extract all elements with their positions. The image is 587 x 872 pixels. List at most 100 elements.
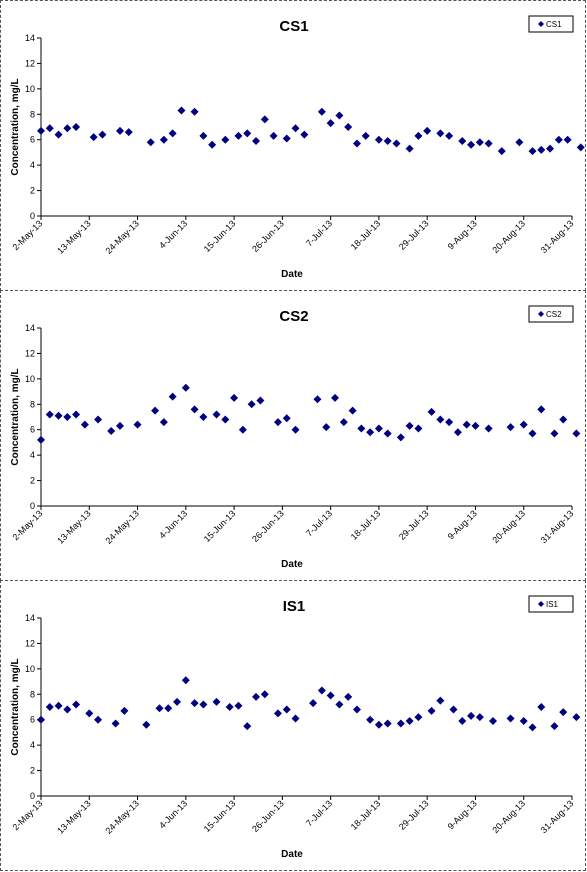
data-point <box>559 415 568 424</box>
data-point <box>352 139 361 148</box>
data-point <box>322 423 331 432</box>
data-point <box>453 428 462 437</box>
data-point <box>260 690 269 699</box>
data-point <box>445 131 454 140</box>
data-point <box>243 722 252 731</box>
data-point <box>234 701 243 710</box>
data-point <box>238 425 247 434</box>
data-point <box>252 136 261 145</box>
y-tick-label: 2 <box>30 766 35 776</box>
x-tick-label: 24-May-13 <box>103 798 140 835</box>
x-tick-label: 20-Aug-13 <box>490 218 527 255</box>
chart-title: CS1 <box>279 18 308 35</box>
legend-label: CS1 <box>546 20 562 29</box>
data-point <box>445 418 454 427</box>
y-tick-label: 0 <box>30 501 35 511</box>
x-tick-label: 2-May-13 <box>10 798 44 832</box>
data-point <box>155 704 164 713</box>
data-point <box>208 140 217 149</box>
data-point <box>559 708 568 717</box>
data-point <box>243 129 252 138</box>
data-point <box>436 415 445 424</box>
data-point <box>309 699 318 708</box>
chart-cs1-svg: CS1 0 2 4 6 8 10 12 14 2-May-13 13-May-13 24-May-13… <box>10 15 585 280</box>
y-tick-label: 10 <box>25 84 35 94</box>
data-point <box>282 414 291 423</box>
data-point <box>146 138 155 147</box>
data-point <box>300 130 309 139</box>
x-tick-label: 24-May-13 <box>103 218 140 255</box>
data-point <box>247 400 256 409</box>
data-point <box>159 418 168 427</box>
data-point <box>313 395 322 404</box>
data-point <box>344 692 353 701</box>
data-point <box>230 393 239 402</box>
y-tick-label: 8 <box>30 109 35 119</box>
y-tick-label: 14 <box>25 613 35 623</box>
data-point <box>449 705 458 714</box>
data-point <box>317 686 326 695</box>
x-tick-label: 4-Jun-13 <box>157 508 189 540</box>
data-point <box>256 396 265 405</box>
x-axis-label: Date <box>281 849 303 860</box>
data-point <box>212 697 221 706</box>
data-point <box>282 705 291 714</box>
x-tick-label: 7-Jul-13 <box>304 218 334 248</box>
x-tick-label: 4-Jun-13 <box>157 218 189 250</box>
data-point <box>190 107 199 116</box>
data-point <box>37 126 45 135</box>
data-point <box>436 129 445 138</box>
data-point <box>45 124 54 133</box>
data-point <box>374 720 383 729</box>
data-point <box>164 704 173 713</box>
data-point <box>484 139 493 148</box>
y-tick-label: 14 <box>25 33 35 43</box>
data-point <box>107 426 116 435</box>
data-point <box>335 111 344 120</box>
legend-marker <box>538 311 544 317</box>
data-point <box>497 147 506 156</box>
data-point <box>572 429 581 438</box>
data-point <box>326 691 335 700</box>
data-point <box>212 410 221 419</box>
x-tick-label: 29-Jul-13 <box>397 218 431 252</box>
data-point <box>221 415 230 424</box>
data-point <box>383 719 392 728</box>
x-tick-label: 13-May-13 <box>55 798 92 835</box>
data-point <box>260 115 269 124</box>
data-point <box>576 143 585 152</box>
data-point <box>45 703 54 711</box>
x-tick-label: 18-Jul-13 <box>349 798 383 832</box>
data-point <box>357 424 366 433</box>
data-point <box>72 123 81 131</box>
x-tick-label: 7-Jul-13 <box>304 508 334 538</box>
data-point <box>405 716 414 725</box>
data-point <box>37 715 45 724</box>
data-point <box>63 705 72 714</box>
data-point <box>72 700 81 709</box>
data-point <box>291 124 300 133</box>
chart-is1-svg: IS1 0 2 4 6 8 10 12 14 2-May-13 13-May-13 24-May-13… <box>10 595 581 860</box>
data-point <box>120 706 129 715</box>
y-tick-label: 6 <box>30 425 35 435</box>
x-tick-label: 13-May-13 <box>55 508 92 545</box>
data-point <box>221 135 230 144</box>
x-tick-label: 15-Jun-13 <box>202 218 238 254</box>
data-point <box>366 715 375 724</box>
y-tick-label: 2 <box>30 476 35 486</box>
legend-label: IS1 <box>546 600 559 609</box>
data-point <box>405 144 414 153</box>
x-tick-label: 4-Jun-13 <box>157 798 189 830</box>
x-tick-label: 18-Jul-13 <box>349 218 383 252</box>
y-axis-label: Concentration, mg/L <box>10 368 21 465</box>
data-point <box>554 135 563 144</box>
y-tick-label: 6 <box>30 135 35 145</box>
data-point <box>383 136 392 145</box>
y-tick-label: 8 <box>30 399 35 409</box>
chart-panel-is1: IS1 0 2 4 6 8 10 12 14 2-May-13 13-May-13 24-May-13… <box>0 580 586 871</box>
data-point <box>475 138 484 147</box>
legend-box <box>528 15 574 33</box>
x-tick-label: 20-Aug-13 <box>490 798 527 835</box>
legend-label: CS2 <box>546 310 562 319</box>
x-tick-label: 26-Jun-13 <box>250 798 286 834</box>
